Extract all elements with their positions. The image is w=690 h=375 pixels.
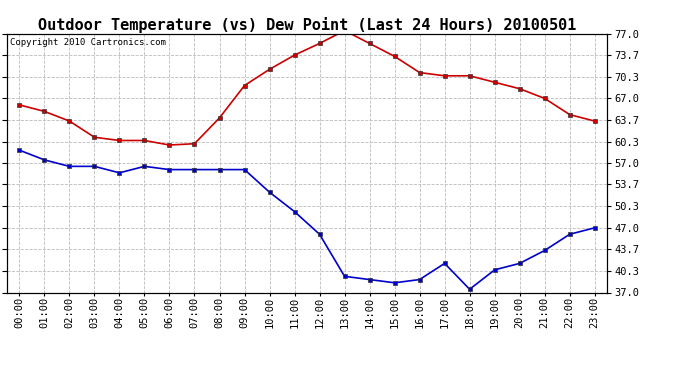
Title: Outdoor Temperature (vs) Dew Point (Last 24 Hours) 20100501: Outdoor Temperature (vs) Dew Point (Last… bbox=[38, 16, 576, 33]
Text: Copyright 2010 Cartronics.com: Copyright 2010 Cartronics.com bbox=[10, 38, 166, 46]
